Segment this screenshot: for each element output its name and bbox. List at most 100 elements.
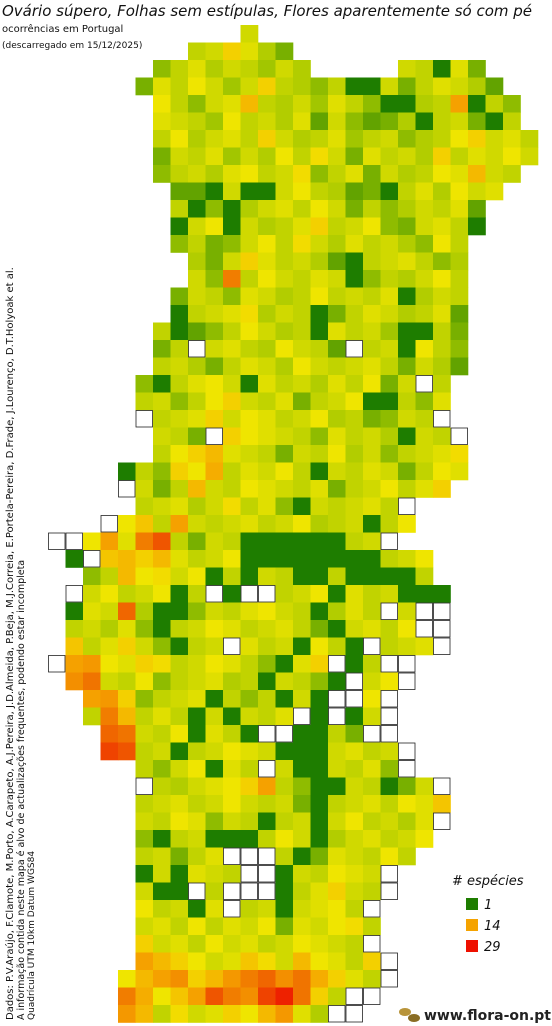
grid-cell xyxy=(153,795,171,813)
grid-cell xyxy=(363,130,381,148)
grid-cell xyxy=(240,287,259,306)
grid-cell xyxy=(100,585,119,603)
empty-cell xyxy=(363,987,381,1005)
grid-cell xyxy=(258,305,276,323)
grid-cell xyxy=(100,637,119,656)
grid-cell xyxy=(170,970,189,988)
grid-cell xyxy=(345,847,364,866)
grid-cell xyxy=(170,672,189,691)
grid-cell xyxy=(415,287,434,306)
grid-cell xyxy=(170,165,189,183)
grid-cell xyxy=(398,620,416,638)
grid-cell xyxy=(328,760,346,778)
grid-cell xyxy=(275,252,294,271)
grid-cell xyxy=(205,900,224,918)
grid-cell xyxy=(398,200,416,218)
grid-cell xyxy=(240,77,259,96)
grid-cell xyxy=(170,690,189,708)
grid-cell xyxy=(380,305,399,323)
grid-cell xyxy=(363,235,381,253)
grid-cell xyxy=(258,970,276,988)
grid-cell xyxy=(188,935,206,953)
grid-cell xyxy=(258,707,276,726)
grid-cell xyxy=(118,672,136,691)
grid-cell xyxy=(258,690,276,708)
grid-cell xyxy=(450,322,469,341)
grid-cell xyxy=(363,497,381,516)
grid-cell xyxy=(240,445,259,463)
grid-cell xyxy=(240,427,259,446)
grid-cell xyxy=(153,497,171,516)
grid-cell xyxy=(380,550,399,568)
grid-cell xyxy=(223,340,241,358)
grid-cell xyxy=(258,567,276,586)
grid-cell xyxy=(205,340,224,358)
footer-url[interactable]: www.flora-on.pt xyxy=(424,1008,551,1024)
empty-cell xyxy=(415,375,433,393)
grid-cell xyxy=(433,130,451,148)
grid-cell xyxy=(380,620,399,638)
empty-cell xyxy=(328,690,346,708)
empty-cell xyxy=(380,707,398,725)
grid-cell xyxy=(310,532,329,551)
grid-cell xyxy=(293,952,311,971)
grid-cell xyxy=(328,602,346,621)
empty-cell xyxy=(398,672,416,690)
grid-cell xyxy=(223,585,241,603)
grid-cell xyxy=(205,42,224,61)
grid-cell xyxy=(275,357,294,376)
grid-cell xyxy=(205,987,224,1006)
grid-cell xyxy=(170,917,189,936)
grid-cell xyxy=(153,340,171,358)
grid-cell xyxy=(188,95,206,113)
empty-cell xyxy=(223,882,241,900)
grid-cell xyxy=(345,812,364,831)
grid-cell xyxy=(188,200,206,218)
grid-cell xyxy=(310,182,329,201)
grid-cell xyxy=(415,585,434,603)
legend: 1 14 29 xyxy=(466,898,501,955)
grid-cell xyxy=(258,252,276,271)
grid-cell xyxy=(310,655,329,673)
grid-cell xyxy=(170,322,189,341)
grid-cell xyxy=(275,637,294,656)
grid-cell xyxy=(380,830,399,848)
grid-cell xyxy=(188,112,206,131)
grid-cell xyxy=(380,217,399,236)
grid-cell xyxy=(170,602,189,621)
empty-cell xyxy=(398,760,416,778)
grid-cell xyxy=(450,287,469,306)
grid-cell xyxy=(170,847,189,866)
grid-cell xyxy=(188,812,206,831)
empty-cell xyxy=(48,532,66,550)
grid-cell xyxy=(170,987,189,1006)
grid-cell xyxy=(188,235,206,253)
grid-cell xyxy=(188,760,206,778)
grid-cell xyxy=(188,515,206,533)
grid-cell xyxy=(328,305,346,323)
grid-cell xyxy=(415,480,434,498)
grid-cell xyxy=(328,847,346,866)
grid-cell xyxy=(223,322,241,341)
grid-cell xyxy=(223,427,241,446)
title: Ovário súpero, Folhas sem estípulas, Flo… xyxy=(2,2,532,20)
grid-cell xyxy=(275,1005,294,1023)
grid-cell xyxy=(240,620,259,638)
grid-cell xyxy=(328,287,346,306)
grid-cell xyxy=(258,1005,276,1023)
grid-cell xyxy=(170,550,189,568)
grid-cell xyxy=(310,427,329,446)
grid-cell xyxy=(398,602,416,621)
grid-cell xyxy=(223,707,241,726)
grid-cell xyxy=(205,620,224,638)
grid-cell xyxy=(328,322,346,341)
grid-cell xyxy=(433,322,451,341)
grid-cell xyxy=(170,1005,189,1023)
grid-cells xyxy=(48,25,539,1023)
grid-cell xyxy=(275,830,294,848)
grid-cell xyxy=(170,935,189,953)
grid-cell xyxy=(118,602,136,621)
legend-swatch xyxy=(466,940,478,952)
grid-cell xyxy=(223,515,241,533)
grid-cell xyxy=(398,480,416,498)
